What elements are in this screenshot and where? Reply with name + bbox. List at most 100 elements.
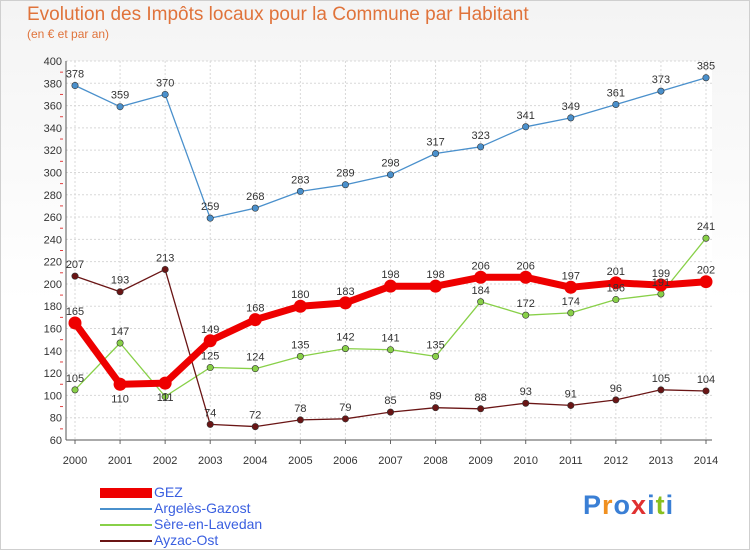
data-point <box>432 150 440 158</box>
data-point <box>116 339 124 347</box>
y-tick-label: 200 <box>44 279 62 291</box>
data-point <box>522 123 530 131</box>
data-point <box>657 386 665 394</box>
data-label: 111 <box>157 392 174 404</box>
x-tick-label: 2008 <box>423 455 447 467</box>
x-tick-label: 2014 <box>694 455 718 467</box>
data-label: 206 <box>471 260 489 272</box>
legend-swatch <box>100 508 152 510</box>
x-tick-label: 2005 <box>288 455 312 467</box>
x-tick-label: 2013 <box>649 455 673 467</box>
data-label: 72 <box>249 410 261 422</box>
data-point <box>702 234 710 242</box>
data-label: 91 <box>565 388 577 400</box>
y-tick-label: 100 <box>44 390 62 402</box>
y-tick-label: 300 <box>44 167 62 179</box>
data-point <box>251 365 259 373</box>
data-point <box>612 100 620 108</box>
data-label: 206 <box>517 260 535 272</box>
data-label: 180 <box>291 289 309 301</box>
data-label: 183 <box>336 286 354 298</box>
data-label: 88 <box>475 392 487 404</box>
data-label: 193 <box>111 275 129 287</box>
data-point <box>386 346 394 354</box>
x-tick-label: 2011 <box>559 455 583 467</box>
legend-label: Argelès-Gazost <box>154 500 251 516</box>
data-point <box>113 377 127 391</box>
legend-label: Sère-en-Lavedan <box>154 516 263 532</box>
data-label: 349 <box>562 101 580 113</box>
data-label: 105 <box>66 373 84 385</box>
data-point <box>477 405 485 413</box>
y-tick-label: 360 <box>44 101 62 113</box>
data-label: 105 <box>652 373 670 385</box>
logo-letter: o <box>613 490 632 520</box>
y-tick-label: 80 <box>50 413 62 425</box>
data-point <box>161 90 169 98</box>
chart-subtitle: (en € et par an) <box>27 27 110 41</box>
data-point <box>654 278 668 292</box>
legend-swatch <box>100 488 152 498</box>
logo-letter: x <box>631 490 648 520</box>
data-label: 202 <box>697 265 715 277</box>
data-label: 241 <box>697 221 715 233</box>
x-tick-label: 2000 <box>63 455 87 467</box>
data-point <box>609 276 623 290</box>
data-point <box>206 364 214 372</box>
data-label: 79 <box>339 402 351 414</box>
data-label: 142 <box>336 332 354 344</box>
data-label: 359 <box>111 90 129 102</box>
data-label: 165 <box>66 306 84 318</box>
y-tick-label: 180 <box>44 301 62 313</box>
y-tick-label: 240 <box>44 234 62 246</box>
data-point <box>522 399 530 407</box>
data-point <box>702 387 710 395</box>
data-point <box>519 270 533 284</box>
data-point <box>206 214 214 222</box>
logo-letter: i <box>665 490 675 520</box>
data-label: 124 <box>246 352 264 364</box>
data-label: 378 <box>66 69 84 81</box>
data-label: 110 <box>111 393 129 405</box>
data-point <box>612 396 620 404</box>
data-point <box>477 143 485 151</box>
y-tick-label: 320 <box>44 145 62 157</box>
data-label: 341 <box>517 110 535 122</box>
logo-letter: i <box>647 490 656 520</box>
data-point <box>206 420 214 428</box>
data-label: 93 <box>520 386 532 398</box>
x-tick-label: 2009 <box>468 455 492 467</box>
data-point <box>71 272 79 280</box>
data-point <box>296 416 304 424</box>
data-label: 373 <box>652 74 670 86</box>
data-label: 135 <box>291 339 309 351</box>
legend-swatch <box>100 540 152 542</box>
y-tick-label: 340 <box>44 123 62 135</box>
data-point <box>386 408 394 416</box>
data-point <box>341 415 349 423</box>
data-point <box>567 114 575 122</box>
data-label: 361 <box>607 87 625 99</box>
y-tick-label: 380 <box>44 78 62 90</box>
y-tick-label: 400 <box>44 56 62 68</box>
data-point <box>71 386 79 394</box>
data-label: 198 <box>381 269 399 281</box>
x-tick-label: 2010 <box>513 455 537 467</box>
data-label: 199 <box>652 268 670 280</box>
x-tick-label: 2007 <box>378 455 402 467</box>
data-label: 201 <box>607 266 625 278</box>
data-label: 172 <box>517 298 535 310</box>
y-tick-label: 220 <box>44 257 62 269</box>
data-label: 135 <box>426 339 444 351</box>
data-label: 370 <box>156 77 174 89</box>
data-point <box>116 288 124 296</box>
data-point <box>161 265 169 273</box>
data-point <box>612 296 620 304</box>
data-point <box>477 298 485 306</box>
data-label: 74 <box>204 407 216 419</box>
chart-title: Evolution des Impôts locaux pour la Comm… <box>27 4 529 25</box>
data-point <box>248 313 262 327</box>
data-label: 323 <box>471 130 489 142</box>
data-label: 174 <box>562 296 580 308</box>
data-point <box>293 299 307 313</box>
